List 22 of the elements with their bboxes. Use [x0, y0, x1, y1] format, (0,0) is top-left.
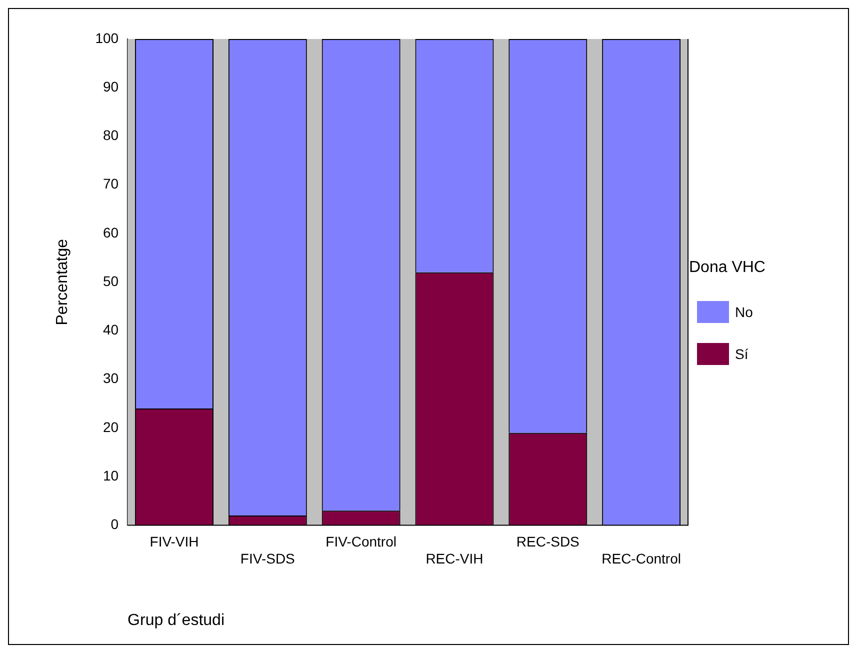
x-tick-label: REC-SDS	[516, 533, 580, 550]
y-tick-label: 70	[102, 176, 119, 192]
x-tick-label: FIV-VIH	[150, 533, 199, 550]
x-tick-label: FIV-SDS	[240, 550, 295, 566]
y-tick-label: 30	[102, 370, 119, 386]
y-axis-title: Percentatge	[54, 238, 72, 326]
legend-title: Dona VHC	[689, 259, 766, 277]
x-axis-title: Grup d´estudi	[128, 612, 224, 629]
y-tick-label: 50	[102, 272, 119, 289]
y-tick-label: 10	[102, 467, 119, 484]
y-tick-label: 80	[102, 127, 119, 144]
y-tick-label: 20	[102, 418, 119, 435]
x-tick-label: REC-VIH	[426, 550, 484, 566]
y-tick-label: 90	[102, 78, 119, 94]
y-tick-label: 60	[102, 224, 119, 240]
y-tick-label: 40	[102, 322, 119, 338]
legend-label: Sí	[735, 346, 748, 362]
legend-label: No	[735, 304, 753, 320]
y-tick-label: 0	[110, 516, 119, 532]
x-tick-label: REC-Control	[602, 550, 681, 566]
y-tick-label: 100	[95, 30, 119, 46]
x-tick-label: FIV-Control	[326, 533, 396, 550]
